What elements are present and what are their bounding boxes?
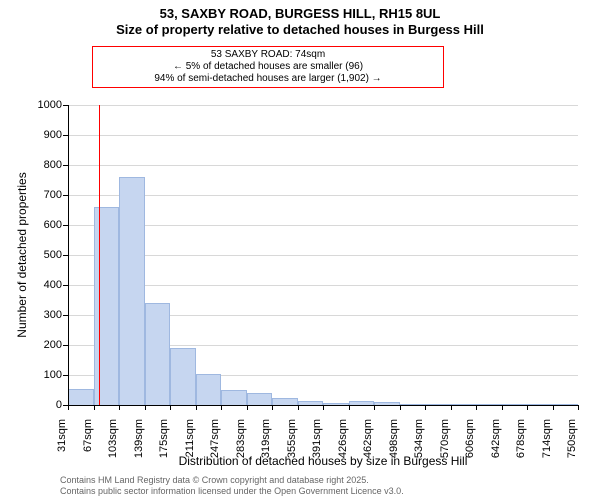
x-tick-mark [451, 405, 452, 410]
y-tick-label: 200 [28, 339, 62, 351]
x-tick-mark [298, 405, 299, 410]
x-tick-mark [196, 405, 197, 410]
x-tick-mark [527, 405, 528, 410]
histogram-bar [272, 398, 298, 406]
y-tick-label: 700 [28, 189, 62, 201]
x-tick-mark [323, 405, 324, 410]
property-marker-line [99, 105, 100, 405]
histogram-bar [145, 303, 171, 405]
y-tick-label: 300 [28, 309, 62, 321]
grid-line [68, 225, 578, 226]
x-tick-mark [170, 405, 171, 410]
x-tick-mark [221, 405, 222, 410]
chart-title-line2: Size of property relative to detached ho… [0, 22, 600, 37]
x-tick-mark [349, 405, 350, 410]
x-tick-mark [400, 405, 401, 410]
y-tick-mark [63, 195, 68, 196]
y-tick-label: 900 [28, 129, 62, 141]
histogram-bar [221, 390, 247, 405]
y-tick-label: 400 [28, 279, 62, 291]
annotation-line1: 53 SAXBY ROAD: 74sqm [93, 49, 443, 61]
histogram-bar [94, 207, 120, 405]
plot-area [68, 105, 578, 405]
x-tick-mark [247, 405, 248, 410]
footer-line1: Contains HM Land Registry data © Crown c… [60, 475, 369, 485]
histogram-bar [119, 177, 145, 405]
x-tick-mark [68, 405, 69, 410]
y-tick-mark [63, 105, 68, 106]
histogram-bar [196, 374, 222, 406]
histogram-bar [170, 348, 196, 405]
y-tick-mark [63, 255, 68, 256]
x-tick-mark [119, 405, 120, 410]
x-tick-mark [553, 405, 554, 410]
x-tick-mark [145, 405, 146, 410]
y-tick-mark [63, 345, 68, 346]
y-tick-label: 100 [28, 369, 62, 381]
y-tick-mark [63, 375, 68, 376]
histogram-bar [68, 389, 94, 406]
x-tick-mark [476, 405, 477, 410]
grid-line [68, 255, 578, 256]
y-tick-label: 800 [28, 159, 62, 171]
annotation-box: 53 SAXBY ROAD: 74sqm ← 5% of detached ho… [92, 46, 444, 88]
grid-line [68, 285, 578, 286]
y-axis-line [68, 105, 69, 405]
y-tick-mark [63, 285, 68, 286]
y-tick-mark [63, 165, 68, 166]
x-tick-mark [425, 405, 426, 410]
grid-line [68, 195, 578, 196]
x-tick-label: 31sqm [56, 419, 68, 464]
y-axis-label: Number of detached properties [15, 155, 29, 355]
chart-title-line1: 53, SAXBY ROAD, BURGESS HILL, RH15 8UL [0, 6, 600, 21]
grid-line [68, 165, 578, 166]
x-tick-mark [272, 405, 273, 410]
x-tick-mark [578, 405, 579, 410]
y-tick-label: 600 [28, 219, 62, 231]
y-tick-label: 500 [28, 249, 62, 261]
grid-line [68, 135, 578, 136]
annotation-line2: ← 5% of detached houses are smaller (96) [93, 61, 443, 73]
y-tick-label: 0 [28, 399, 62, 411]
y-tick-mark [63, 135, 68, 136]
x-tick-mark [502, 405, 503, 410]
x-tick-mark [374, 405, 375, 410]
annotation-line3: 94% of semi-detached houses are larger (… [93, 73, 443, 85]
x-tick-mark [94, 405, 95, 410]
y-tick-mark [63, 225, 68, 226]
histogram-bar [247, 393, 273, 405]
chart-container: 53, SAXBY ROAD, BURGESS HILL, RH15 8UL S… [0, 0, 600, 500]
x-axis-label: Distribution of detached houses by size … [68, 454, 578, 468]
grid-line [68, 105, 578, 106]
footer-line2: Contains public sector information licen… [60, 486, 404, 496]
y-tick-mark [63, 315, 68, 316]
y-tick-label: 1000 [28, 99, 62, 111]
